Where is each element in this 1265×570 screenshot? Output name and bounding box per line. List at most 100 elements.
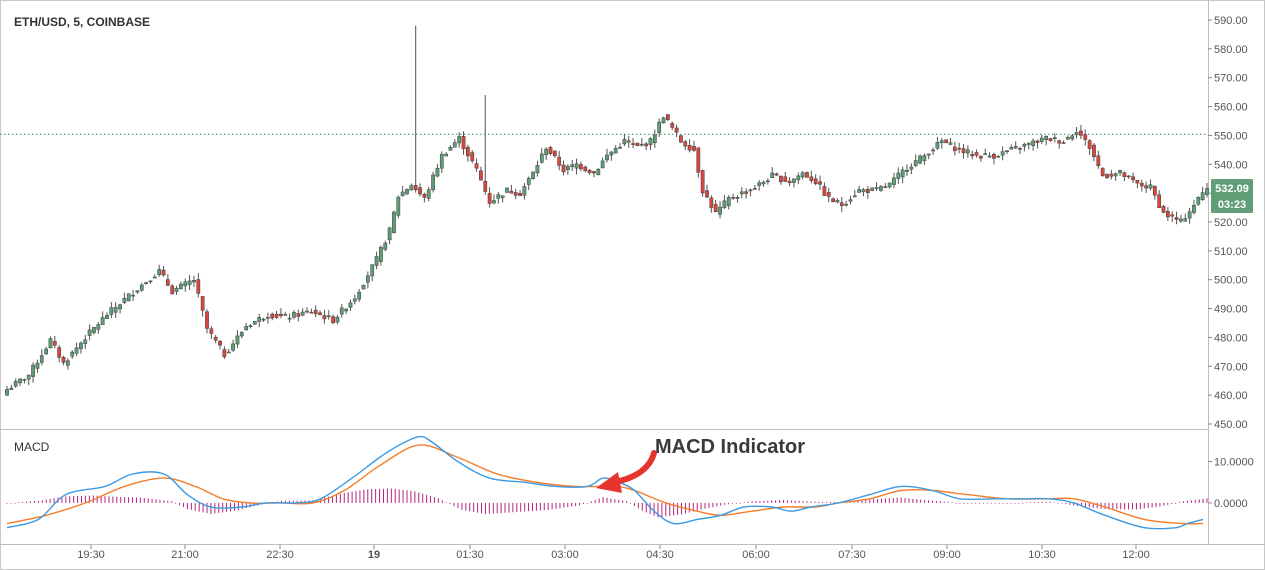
candle-down xyxy=(165,279,170,286)
candle-down xyxy=(731,197,735,199)
candle-up xyxy=(109,307,114,315)
candle-down xyxy=(1018,148,1022,150)
last-price-badge-box xyxy=(1211,179,1253,213)
time-axis[interactable]: 19:30 21:00 22:30 19 01:30 03:00 04:30 06:00 07:… xyxy=(77,545,1150,561)
time-tick-label: 01:30 xyxy=(456,549,484,561)
candle-up xyxy=(396,196,401,216)
candle-up xyxy=(896,172,901,179)
candle-up xyxy=(505,187,509,193)
candle-up xyxy=(757,182,762,186)
candle-down xyxy=(1092,144,1096,158)
macd-histogram xyxy=(6,488,1208,518)
price-tick-label: 550.00 xyxy=(1214,130,1248,142)
annotation-arrow-icon xyxy=(612,450,657,485)
candle-down xyxy=(818,181,822,185)
candle-down xyxy=(1161,206,1166,213)
candle-up xyxy=(600,160,605,169)
price-tick-label: 590.00 xyxy=(1214,15,1248,27)
candle-up xyxy=(392,211,396,234)
candle-down xyxy=(1170,214,1175,217)
candle-down xyxy=(470,152,475,162)
candle-down xyxy=(696,147,701,173)
candle-down xyxy=(313,309,318,315)
candle-up xyxy=(379,247,383,262)
candle-down xyxy=(1165,210,1170,218)
macd-label[interactable]: MACD xyxy=(14,440,50,454)
price-tick-label: 580.00 xyxy=(1214,44,1248,56)
candle-up xyxy=(344,308,349,312)
candle-up xyxy=(18,378,22,384)
price-axis[interactable]: 590.00580.00570.00560.00550.00540.00530.… xyxy=(1208,15,1248,431)
annotation-arrowhead-icon xyxy=(596,472,622,493)
candle-up xyxy=(361,284,366,290)
candle-up xyxy=(139,284,144,291)
macd-axis[interactable]: 10.0000 0.0000 xyxy=(1208,457,1254,510)
candle-up xyxy=(544,148,549,156)
candle-up xyxy=(844,203,849,206)
candle-down xyxy=(161,269,166,276)
candle-up xyxy=(1065,136,1070,140)
candle-up xyxy=(74,347,79,354)
candle-up xyxy=(935,141,940,149)
candle-up xyxy=(648,138,653,146)
candle-up xyxy=(652,134,657,144)
candle-down xyxy=(579,164,583,170)
candle-down xyxy=(57,347,62,358)
candle-up xyxy=(565,165,570,171)
candle-up xyxy=(718,206,722,215)
candle-down xyxy=(822,186,827,196)
candle-down xyxy=(552,150,557,157)
candle-up xyxy=(339,307,344,315)
candle-down xyxy=(270,313,275,319)
candle-up xyxy=(265,317,270,319)
candle-down xyxy=(979,155,983,159)
candle-up xyxy=(44,348,49,355)
time-tick-label: 03:00 xyxy=(551,549,579,561)
price-tick-label: 470.00 xyxy=(1214,361,1248,373)
time-tick-label: 09:00 xyxy=(933,549,961,561)
candle-down xyxy=(1144,185,1149,189)
candle-up xyxy=(1013,145,1018,149)
countdown-timer: 03:23 xyxy=(1218,199,1246,211)
candle-up xyxy=(1183,218,1188,222)
price-tick-label: 570.00 xyxy=(1214,73,1248,85)
candle-down xyxy=(548,147,553,155)
time-tick-label: 21:00 xyxy=(171,549,199,561)
candle-up xyxy=(852,195,857,198)
candle-up xyxy=(48,338,53,349)
candle-up xyxy=(922,155,927,161)
candle-up xyxy=(152,276,157,279)
symbol-label[interactable]: ETH/USD, 5, COINBASE xyxy=(14,15,150,29)
candle-up xyxy=(735,197,740,199)
candle-up xyxy=(226,351,231,354)
price-pane[interactable]: ETH/USD, 5, COINBASE xyxy=(0,0,1265,545)
candle-up xyxy=(948,142,953,145)
candle-down xyxy=(809,176,814,181)
candles-group[interactable] xyxy=(5,25,1209,396)
candle-up xyxy=(35,362,40,369)
candle-up xyxy=(118,304,122,310)
candle-up xyxy=(370,264,375,277)
candle-up xyxy=(452,142,457,148)
candle-down xyxy=(509,190,514,194)
candle-up xyxy=(609,151,614,156)
candle-up xyxy=(535,165,540,174)
candle-down xyxy=(779,175,783,183)
macd-tick-label: 10.0000 xyxy=(1214,457,1254,469)
candle-down xyxy=(461,136,466,150)
macd-annotation: MACD Indicator xyxy=(596,436,805,493)
candle-up xyxy=(9,387,14,390)
candle-up xyxy=(405,189,409,195)
candle-up xyxy=(387,227,392,241)
candle-down xyxy=(783,176,788,182)
candle-up xyxy=(639,143,644,146)
candle-up xyxy=(939,140,944,143)
candle-up xyxy=(748,189,753,192)
candle-down xyxy=(839,202,844,207)
candle-up xyxy=(1196,196,1201,205)
candle-down xyxy=(826,192,831,197)
candle-up xyxy=(105,314,109,319)
candle-down xyxy=(296,313,301,317)
candle-up xyxy=(657,121,662,133)
candle-up xyxy=(374,256,379,266)
